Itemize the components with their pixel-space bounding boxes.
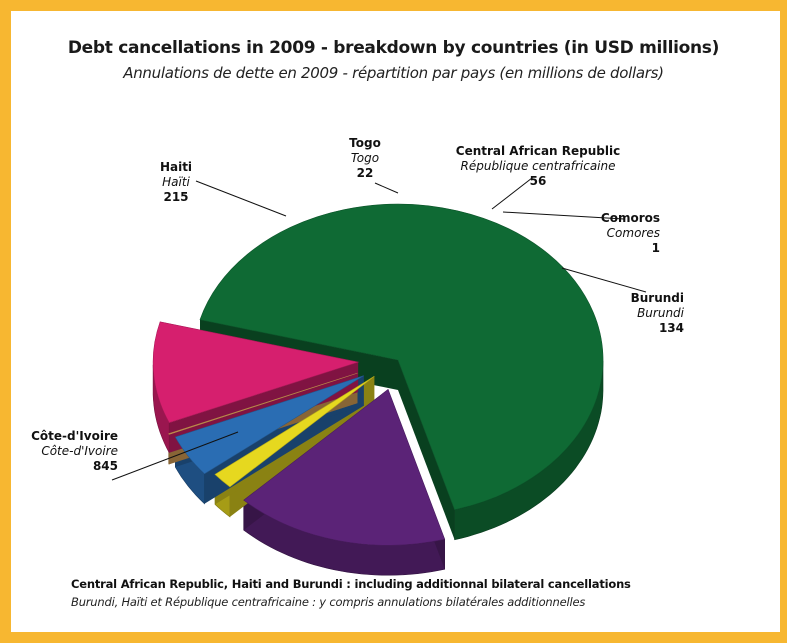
slice-value-burundi: 134 [659,321,684,335]
slice-value-central-african-republic: 56 [530,174,547,188]
slice-label-central-african-republic: Central African Republic [456,144,620,158]
slice-label-togo: Togo [349,136,381,150]
slice-label-haiti: Haiti [160,160,192,174]
slice-label-burundi: Burundi [631,291,684,305]
slice-label-fr-c-te-d-ivoire: Côte-d'Ivoire [41,444,118,458]
leader-line [561,267,647,293]
slice-label-fr-togo: Togo [351,151,379,165]
leader-line [491,177,533,210]
footnote-french: Burundi, Haïti et République centrafrica… [71,595,586,609]
slice-value-haiti: 215 [163,190,188,204]
slice-value-comoros: 1 [652,241,660,255]
pie-slice-comoros [168,372,358,435]
leader-line [502,211,625,220]
pie-slice-haiti [243,388,446,546]
slice-label-fr-central-african-republic: République centrafricaine [461,159,616,173]
slice-label-fr-haiti: Haïti [162,175,190,189]
leader-line [374,182,399,194]
pie-slice-c-te-d-ivoire [199,203,604,511]
chart-subtitle: Annulations de dette en 2009 - répartiti… [123,64,664,82]
pie-slice-edge [398,360,455,540]
pie-slice-central-african-republic [174,375,364,475]
slice-label-c-te-d-ivoire: Côte-d'Ivoire [31,429,118,443]
pie-slice-togo [214,376,375,488]
pie-slice-burundi [152,321,360,424]
slice-value-c-te-d-ivoire: 845 [93,459,118,473]
slice-label-fr-burundi: Burundi [637,306,685,320]
footnote-english: Central African Republic, Haiti and Buru… [71,577,631,591]
chart-title: Debt cancellations in 2009 - breakdown b… [67,38,720,58]
leader-line [111,431,239,481]
slice-label-fr-comoros: Comores [607,226,660,240]
slice-label-comoros: Comoros [601,211,660,225]
slice-value-togo: 22 [357,166,374,180]
leader-line [195,180,287,217]
